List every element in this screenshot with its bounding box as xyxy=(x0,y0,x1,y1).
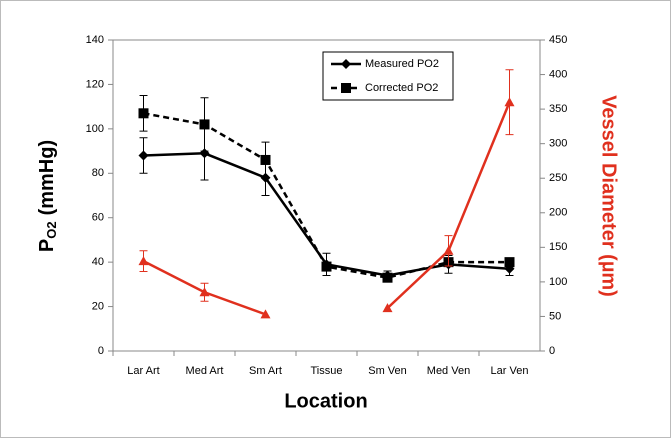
data-point xyxy=(321,261,332,272)
y2-tick-label: 200 xyxy=(549,207,567,219)
y2-tick-label: 350 xyxy=(549,103,567,115)
data-point xyxy=(138,256,149,266)
legend-marker xyxy=(341,59,351,69)
y2-tick-label: 250 xyxy=(549,172,567,184)
y2-tick-label: 300 xyxy=(549,138,567,150)
y-tick-label: 60 xyxy=(92,212,104,224)
data-point xyxy=(199,287,210,297)
x-tick-label: Lar Art xyxy=(127,365,159,377)
y-tick-label: 80 xyxy=(92,167,104,179)
y2-tick-label: 100 xyxy=(549,276,567,288)
data-point xyxy=(504,257,515,268)
y-axis-title-main: P xyxy=(36,239,58,252)
legend-marker xyxy=(341,83,351,93)
x-tick-label: Sm Ven xyxy=(368,365,407,377)
y-axis-title-sub: O2 xyxy=(44,221,59,238)
x-tick-label: Med Ven xyxy=(427,365,470,377)
legend-label: Corrected PO2 xyxy=(365,82,438,94)
y2-tick-label: 400 xyxy=(549,68,567,80)
data-point xyxy=(382,303,393,313)
data-point xyxy=(382,272,393,283)
data-point xyxy=(138,150,149,161)
data-point xyxy=(504,97,515,107)
plot-frame xyxy=(112,39,541,352)
y-tick-label: 20 xyxy=(92,300,104,312)
legend-label: Measured PO2 xyxy=(365,58,439,70)
y2-tick-label: 450 xyxy=(549,34,567,46)
y-tick-label: 120 xyxy=(86,78,104,90)
y-tick-label: 140 xyxy=(86,34,104,46)
x-tick-label: Lar Ven xyxy=(491,365,529,377)
data-point xyxy=(260,154,271,165)
y-tick-label: 0 xyxy=(98,345,104,357)
y2-tick-label: 150 xyxy=(549,241,567,253)
data-point xyxy=(138,108,149,119)
y2-axis-title: Vessel Diameter (µm) xyxy=(598,95,620,297)
x-tick-label: Sm Art xyxy=(249,365,282,377)
x-axis-title: Location xyxy=(284,390,367,412)
y2-tick-label: 50 xyxy=(549,310,561,322)
data-point xyxy=(199,119,210,130)
y-axis-title-unit: (mmHg) xyxy=(36,140,58,216)
y-tick-label: 40 xyxy=(92,256,104,268)
y-tick-label: 100 xyxy=(86,123,104,135)
x-tick-label: Med Art xyxy=(186,365,224,377)
y2-tick-label: 0 xyxy=(549,345,555,357)
data-point xyxy=(260,309,271,319)
y-axis-title: PO2 (mmHg) xyxy=(36,140,59,252)
x-tick-label: Tissue xyxy=(311,365,343,377)
data-point xyxy=(443,245,454,255)
